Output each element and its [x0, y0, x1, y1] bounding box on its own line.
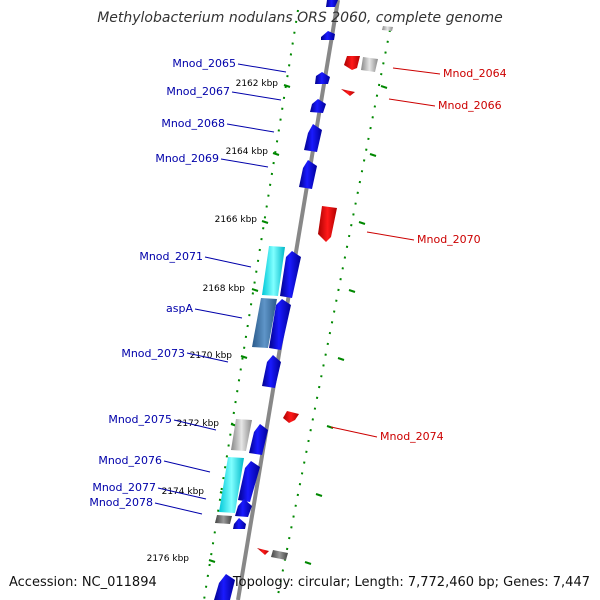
- forward-gene-bottom: [214, 574, 235, 600]
- reverse-track-dotted: [276, 29, 391, 600]
- reverse-leader-lines: [330, 67, 441, 438]
- gene-label-mnod-2076: Mnod_2076: [98, 454, 162, 467]
- gene-label-mnod-2067: Mnod_2067: [166, 85, 230, 98]
- accession-text: Accession: NC_011894: [9, 575, 157, 590]
- map-title: Methylobacterium nodulans ORS 2060, comp…: [97, 10, 503, 26]
- gene-label-mnod-2071: Mnod_2071: [139, 250, 203, 263]
- gene-mnod-2070: [318, 206, 337, 242]
- gene-label-mnod-2075: Mnod_2075: [108, 413, 172, 426]
- reverse-other-features: [271, 26, 393, 560]
- tick-label-2170: 2170 kbp: [190, 351, 233, 361]
- gene-mnod-2068: [304, 124, 322, 152]
- forward-gene-partial-top: [326, 0, 338, 7]
- gene-mnod-2076: [238, 461, 260, 502]
- forward-gene-small-top: [321, 31, 335, 40]
- tick-label-2172: 2172 kbp: [177, 419, 220, 429]
- gene-mnod-2065: [315, 72, 330, 84]
- gene-label-mnod-2064: Mnod_2064: [443, 67, 507, 80]
- reverse-gene-bottom: [257, 548, 269, 555]
- gene-label-aspa: aspA: [166, 302, 193, 315]
- gene-mnod-2073: [262, 355, 281, 388]
- gene-mnod-2077: [235, 499, 252, 517]
- genome-backbone: [236, 0, 340, 600]
- gene-label-mnod-2077: Mnod_2077: [92, 481, 156, 494]
- forward-other-features: [215, 246, 285, 524]
- gene-aspa: [269, 299, 291, 350]
- gene-label-mnod-2074: Mnod_2074: [380, 430, 444, 443]
- gene-mnod-2078: [233, 518, 246, 529]
- gene-label-mnod-2070: Mnod_2070: [417, 233, 481, 246]
- gene-mnod-2069: [299, 160, 317, 189]
- feature-gray-2064: [361, 57, 378, 72]
- gene-label-mnod-2078: Mnod_2078: [89, 496, 153, 509]
- gene-mnod-2066: [341, 89, 355, 96]
- feature-dark-2078: [215, 515, 232, 524]
- tick-label-2162: 2162 kbp: [236, 79, 279, 89]
- reverse-genes: [257, 56, 360, 555]
- feature-gray-2075: [231, 419, 252, 451]
- tick-dashes: [208, 84, 388, 565]
- genome-summary-text: Topology: circular; Length: 7,772,460 bp…: [232, 575, 590, 590]
- tick-label-2168: 2168 kbp: [203, 284, 246, 294]
- gene-label-mnod-2073: Mnod_2073: [121, 347, 185, 360]
- tick-label-2176: 2176 kbp: [147, 554, 190, 564]
- feature-cyan-2076: [219, 457, 244, 513]
- gene-label-mnod-2069: Mnod_2069: [155, 152, 219, 165]
- tick-label-2174: 2174 kbp: [162, 487, 205, 497]
- feature-dark-bottom: [271, 550, 288, 560]
- feature-gray-top: [382, 26, 393, 31]
- tick-label-2166: 2166 kbp: [215, 215, 258, 225]
- gene-mnod-2064: [344, 56, 360, 70]
- forward-genes: [214, 0, 338, 600]
- gene-mnod-2075: [249, 424, 268, 455]
- forward-leader-lines: [154, 63, 287, 515]
- gene-mnod-2074: [283, 411, 299, 423]
- gene-label-mnod-2065: Mnod_2065: [172, 57, 236, 70]
- feature-steel-aspa: [252, 298, 277, 348]
- gene-mnod-2067: [310, 99, 326, 113]
- feature-cyan-2071: [262, 246, 285, 296]
- tick-label-2164: 2164 kbp: [226, 147, 269, 157]
- gene-label-mnod-2066: Mnod_2066: [438, 99, 502, 112]
- forward-track-dotted: [203, 9, 299, 600]
- gene-mnod-2071: [280, 251, 301, 298]
- gene-label-mnod-2068: Mnod_2068: [161, 117, 225, 130]
